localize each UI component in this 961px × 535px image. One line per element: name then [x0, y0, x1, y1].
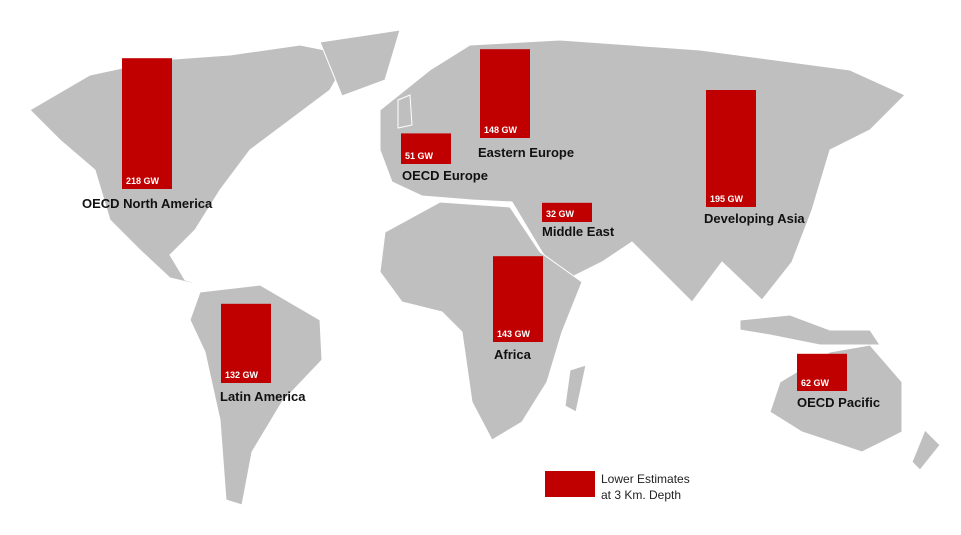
region-label: OECD Pacific [797, 395, 880, 410]
value-label: 195 GW [710, 194, 744, 204]
bar [221, 303, 271, 383]
value-label: 32 GW [546, 209, 575, 219]
uk [397, 94, 413, 129]
north-america [29, 44, 351, 289]
bar [706, 90, 756, 207]
region-label: Latin America [220, 389, 306, 404]
region-label: OECD Europe [402, 168, 488, 183]
greenland [319, 29, 401, 97]
new-zealand [911, 429, 941, 471]
bar [542, 202, 592, 222]
region-label: Africa [494, 347, 532, 362]
bar [493, 256, 543, 342]
value-label: 143 GW [497, 329, 531, 339]
value-label: 148 GW [484, 125, 518, 135]
region-label: Developing Asia [704, 211, 805, 226]
region-label: OECD North America [82, 196, 213, 211]
region-label: Eastern Europe [478, 145, 574, 160]
indonesia [739, 314, 881, 346]
value-label: 51 GW [405, 151, 434, 161]
value-label: 218 GW [126, 176, 160, 186]
legend: Lower Estimates at 3 Km. Depth [545, 471, 690, 502]
legend-swatch [545, 471, 595, 497]
bar [797, 353, 847, 391]
region-label: Middle East [542, 224, 615, 239]
value-label: 62 GW [801, 378, 830, 388]
bar [401, 133, 451, 164]
bar [480, 49, 530, 139]
bar [122, 58, 172, 190]
legend-label: Lower Estimates [601, 472, 690, 486]
legend-label: at 3 Km. Depth [601, 488, 681, 502]
value-label: 132 GW [225, 370, 259, 380]
madagascar [564, 364, 587, 413]
